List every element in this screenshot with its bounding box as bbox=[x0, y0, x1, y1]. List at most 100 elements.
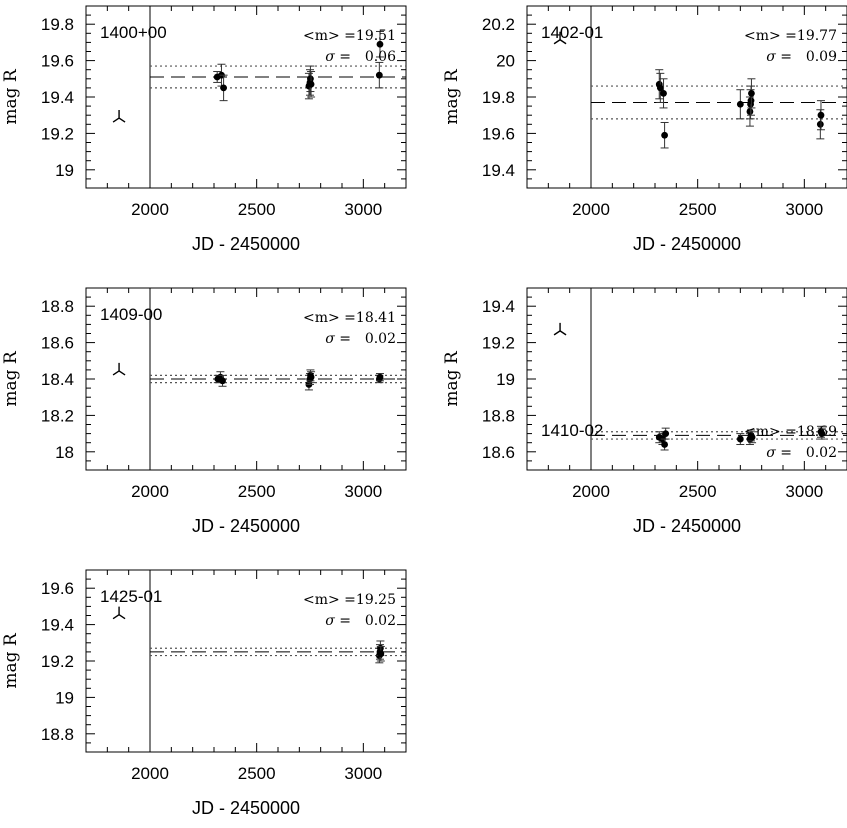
x-tick-label: 2500 bbox=[238, 200, 276, 219]
panel-title: 1400+00 bbox=[100, 23, 167, 42]
data-point bbox=[736, 100, 744, 108]
x-tick-label: 2500 bbox=[679, 482, 717, 501]
x-axis-title: JD - 2450000 bbox=[633, 234, 741, 254]
data-point bbox=[817, 111, 825, 119]
sigma-label: σ = bbox=[766, 445, 792, 461]
x-tick-label: 3000 bbox=[344, 764, 382, 783]
y-tick-label: 19.2 bbox=[41, 652, 74, 671]
reference-marker-icon bbox=[553, 322, 567, 336]
y-tick-label: 19.4 bbox=[41, 616, 74, 635]
x-axis-title: JD - 2450000 bbox=[192, 234, 300, 254]
x-tick-label: 2000 bbox=[572, 200, 610, 219]
x-tick-label: 3000 bbox=[344, 200, 382, 219]
data-point bbox=[816, 120, 824, 128]
mean-label: <m> =18.69 bbox=[744, 424, 837, 440]
x-axis-title: JD - 2450000 bbox=[633, 516, 741, 536]
x-tick-label: 3000 bbox=[785, 200, 823, 219]
reference-marker-icon bbox=[112, 110, 126, 123]
data-point bbox=[660, 89, 667, 97]
y-tick-label: 19.6 bbox=[482, 124, 515, 143]
x-tick-label: 2000 bbox=[131, 482, 169, 501]
x-axis-title: JD - 2450000 bbox=[192, 516, 300, 536]
x-tick-label: 3000 bbox=[785, 482, 823, 501]
mean-label: <m> =18.41 bbox=[303, 310, 396, 326]
y-tick-label: 19.2 bbox=[41, 124, 74, 143]
panel-title: 1409-00 bbox=[100, 305, 162, 324]
mean-label: <m> =19.77 bbox=[744, 28, 837, 44]
y-tick-label: 19.4 bbox=[482, 161, 515, 180]
y-tick-label: 18.6 bbox=[41, 334, 74, 353]
data-point bbox=[736, 435, 744, 443]
chart-panel-2: 2000 2500 3000 19.4 19.6 19.8 20 20.2 JD - 24500… bbox=[442, 5, 847, 254]
data-point bbox=[656, 84, 664, 92]
data-point bbox=[307, 373, 315, 381]
data-point bbox=[661, 441, 668, 448]
x-axis-title: JD - 2450000 bbox=[192, 798, 300, 818]
data-point bbox=[376, 40, 384, 48]
y-tick-label: 18.8 bbox=[41, 297, 74, 316]
sigma-label: σ = bbox=[325, 613, 351, 629]
chart-panel-3: 2000 2500 3000 18 18.2 18.4 18.6 18.8 JD - 24500… bbox=[1, 287, 407, 536]
reference-marker-icon bbox=[112, 606, 126, 620]
data-point bbox=[376, 373, 384, 381]
y-tick-label: 19 bbox=[55, 161, 74, 180]
reference-marker-icon bbox=[112, 362, 126, 376]
y-tick-label: 19 bbox=[496, 370, 515, 389]
sigma-value: 0.02 bbox=[365, 613, 396, 629]
sigma-value: 0.06 bbox=[365, 49, 396, 65]
sigma-value: 0.09 bbox=[806, 49, 837, 65]
x-tick-label: 2500 bbox=[679, 200, 717, 219]
sigma-label: σ = bbox=[766, 49, 792, 65]
mean-label: <m> =19.51 bbox=[303, 28, 396, 44]
x-tick-label: 2000 bbox=[131, 200, 169, 219]
sigma-label: σ = bbox=[325, 49, 351, 65]
chart-panel-4: 2000 2500 3000 18.6 18.8 19 19.2 19.4 JD - 24500… bbox=[442, 287, 847, 536]
data-point bbox=[748, 433, 756, 441]
chart-panel-5: 2000 2500 3000 18.8 19 19.2 19.4 19.6 JD - 24500… bbox=[1, 569, 407, 818]
y-tick-label: 18.8 bbox=[482, 406, 515, 425]
y-axis-title: mag R bbox=[442, 350, 462, 407]
y-axis-title: mag R bbox=[1, 632, 21, 689]
sigma-value: 0.02 bbox=[806, 445, 837, 461]
data-point bbox=[375, 71, 383, 79]
data-point bbox=[307, 80, 315, 88]
data-point bbox=[661, 131, 668, 139]
y-tick-label: 18.8 bbox=[41, 725, 74, 744]
plot-frame bbox=[526, 287, 847, 471]
panel-title: 1402-01 bbox=[541, 23, 603, 42]
y-tick-label: 19.2 bbox=[482, 334, 515, 353]
y-tick-label: 18.6 bbox=[482, 443, 515, 462]
x-tick-label: 2000 bbox=[131, 764, 169, 783]
data-point bbox=[748, 89, 755, 97]
data-point bbox=[746, 108, 754, 115]
chart-panel-1: 2000 2500 3000 19 19.2 19.4 19.6 19.8 JD - 24500… bbox=[1, 5, 407, 254]
data-point bbox=[220, 84, 228, 92]
y-tick-label: 19 bbox=[55, 688, 74, 707]
y-tick-label: 19.6 bbox=[41, 52, 74, 71]
y-tick-label: 18 bbox=[55, 443, 74, 462]
sigma-label: σ = bbox=[325, 331, 351, 347]
x-tick-label: 2500 bbox=[238, 764, 276, 783]
x-tick-label: 3000 bbox=[344, 482, 382, 501]
y-tick-label: 19.4 bbox=[482, 297, 515, 316]
y-tick-label: 20.2 bbox=[482, 15, 515, 34]
panel-title: 1425-01 bbox=[100, 587, 162, 606]
data-point bbox=[307, 75, 314, 83]
y-tick-label: 18.2 bbox=[41, 406, 74, 425]
x-tick-label: 2000 bbox=[572, 482, 610, 501]
y-tick-label: 19.6 bbox=[41, 579, 74, 598]
y-axis-title: mag R bbox=[442, 68, 462, 125]
mean-label: <m> =19.25 bbox=[303, 592, 396, 608]
panel-title: 1410-02 bbox=[541, 421, 603, 440]
y-tick-label: 19.8 bbox=[482, 88, 515, 107]
y-axis-title: mag R bbox=[1, 350, 21, 407]
y-tick-label: 20 bbox=[496, 52, 515, 71]
sigma-value: 0.02 bbox=[365, 331, 396, 347]
y-tick-label: 18.4 bbox=[41, 370, 74, 389]
y-axis-title: mag R bbox=[1, 68, 21, 125]
y-tick-label: 19.4 bbox=[41, 88, 74, 107]
data-point bbox=[377, 650, 385, 658]
reference-marker-icon bbox=[553, 31, 567, 45]
